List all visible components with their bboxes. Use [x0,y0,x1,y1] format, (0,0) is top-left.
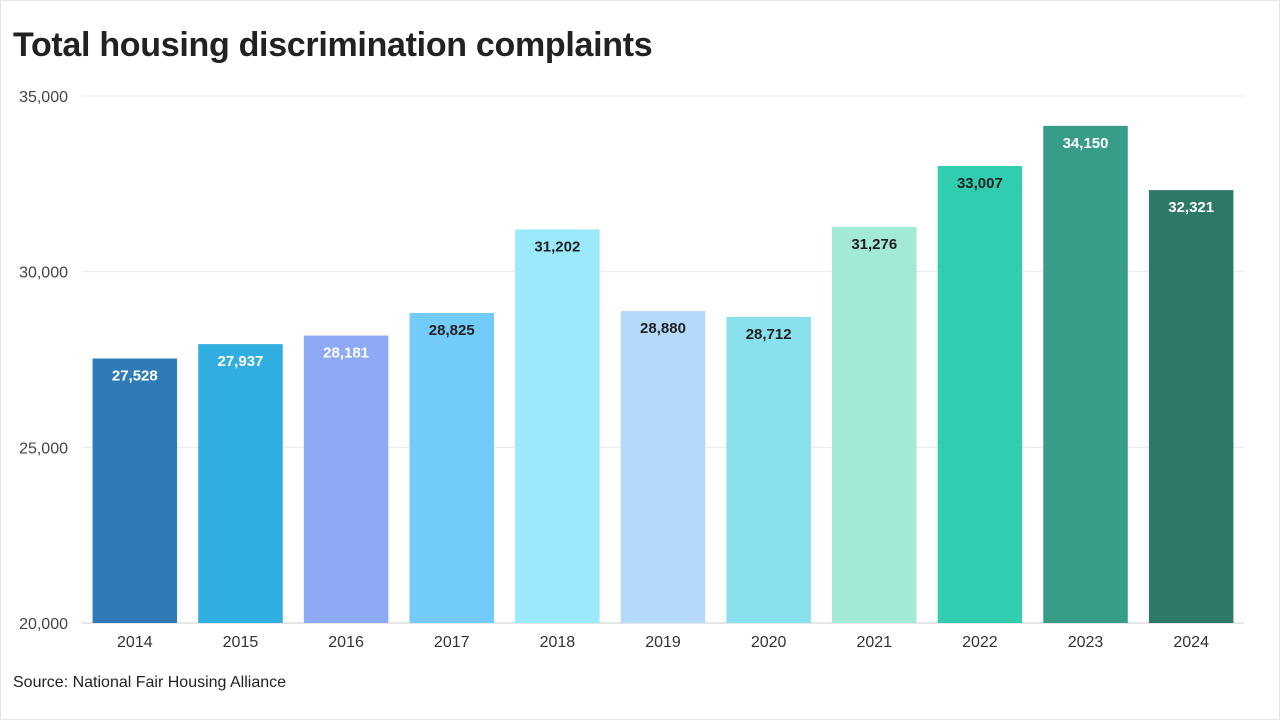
x-tick-label: 2017 [434,634,470,651]
bar-2024 [1148,190,1234,623]
data-label-2018: 31,202 [534,238,580,255]
data-label-2015: 27,937 [218,353,264,370]
y-axis-ticks: 20,000 25,000 30,000 35,000 [19,89,68,633]
x-tick-label: 2023 [1068,634,1104,651]
x-tick-label: 2020 [751,634,787,651]
data-label-2020: 28,712 [746,326,792,343]
bar-2020 [726,316,811,623]
y-tick-label: 30,000 [19,265,68,282]
data-label-2019: 28,880 [640,320,686,337]
x-axis-ticks: 2014 2015 2016 2017 2018 2019 2020 2021 2022 2023… [117,634,1209,651]
y-tick-label: 35,000 [19,89,68,106]
x-tick-label: 2021 [856,634,892,651]
bar-2016 [303,335,389,623]
data-label-2023: 34,150 [1063,135,1109,152]
data-label-2016: 28,181 [323,345,369,362]
bar-2018 [515,229,600,623]
x-tick-label: 2019 [645,634,681,651]
data-label-2024: 32,321 [1168,199,1214,216]
x-tick-label: 2016 [328,634,364,651]
x-tick-label: 2015 [223,634,259,651]
bar-2017 [409,312,494,623]
data-label-2021: 31,276 [851,236,897,253]
bars [92,125,1234,623]
data-label-2014: 27,528 [112,368,158,385]
y-tick-label: 20,000 [19,616,68,633]
bar-2015 [198,344,283,623]
bar-2022 [937,166,1023,623]
data-labels: 27,528 27,937 28,181 28,825 31,202 28,880 28,7… [112,135,1214,385]
x-tick-label: 2014 [117,634,153,651]
bar-2023 [1043,125,1128,623]
data-label-2022: 33,007 [957,175,1003,192]
y-tick-label: 25,000 [19,440,68,457]
x-tick-label: 2018 [540,634,576,651]
source-note: Source: National Fair Housing Alliance [13,674,287,691]
bar-2019 [620,311,706,623]
x-tick-label: 2024 [1173,634,1209,651]
chart-title: Total housing discrimination complaints [13,26,653,64]
bar-2021 [832,226,917,623]
x-tick-label: 2022 [962,634,998,651]
bar-2014 [92,358,178,623]
data-label-2017: 28,825 [429,322,475,339]
